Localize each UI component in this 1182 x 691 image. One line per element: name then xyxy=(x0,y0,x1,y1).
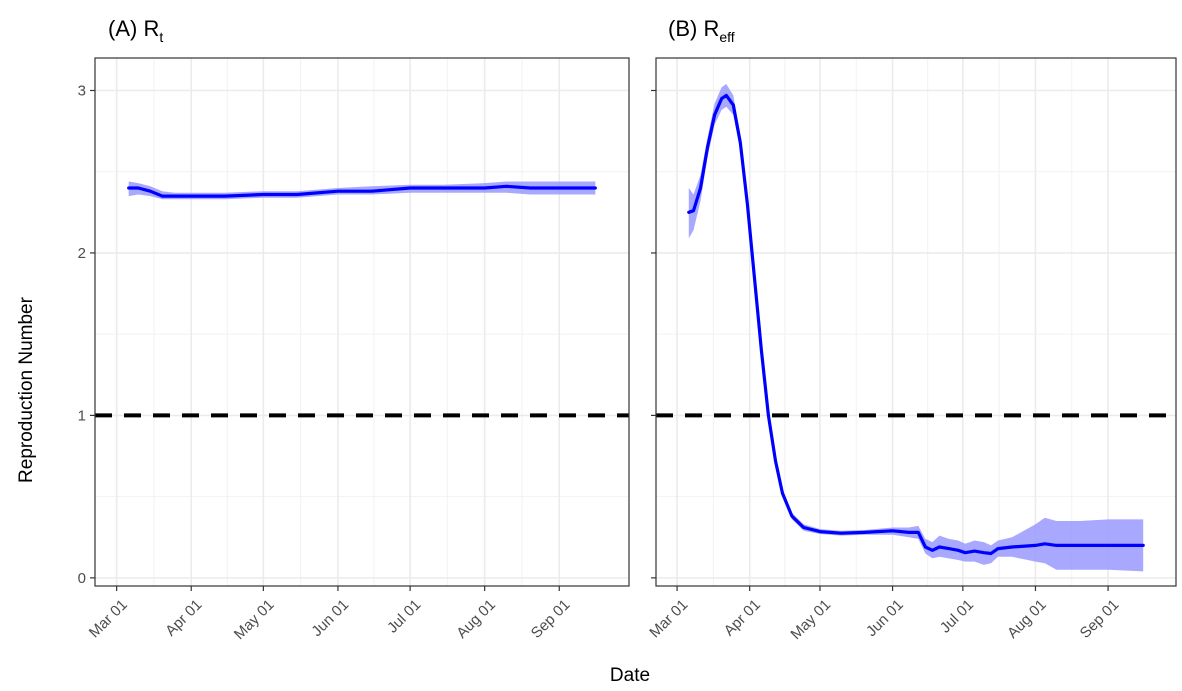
panel-a-title-main: (A) R xyxy=(108,16,159,41)
panel-a-title-subscript: t xyxy=(159,29,163,45)
x-tick-label: Sep 01 xyxy=(528,596,574,642)
panel-b-title-subscript: eff xyxy=(719,29,734,45)
y-axis-title: Reproduction Number xyxy=(16,296,37,483)
panel-border xyxy=(94,57,630,587)
x-tick-label: Apr 01 xyxy=(721,596,764,639)
x-tick-label: May 01 xyxy=(787,596,834,643)
panel-a: (A) Rt 0 1 2 3 Mar 01 Apr 01 May 01 Jun 01 Jul 0… xyxy=(78,16,630,643)
x-tick-label: Jun 01 xyxy=(308,596,352,640)
y-tick-label: 1 xyxy=(78,407,86,424)
panel-b-title: (B) Reff xyxy=(668,16,735,45)
x-axis-title: Date xyxy=(610,665,650,686)
panel-b-title-main: (B) R xyxy=(668,16,719,41)
panel-a-plot-area: 0 1 2 3 Mar 01 Apr 01 May 01 Jun 01 Jul 01 Aug 01… xyxy=(78,57,630,643)
x-tick-label: Aug 01 xyxy=(453,596,499,642)
panel-b-plot-area: Mar 01 Apr 01 May 01 Jun 01 Jul 01 Aug 01 Sep … xyxy=(646,57,1177,643)
x-tick-label: Mar 01 xyxy=(646,596,691,641)
x-tick-label: Jul 01 xyxy=(937,596,977,636)
series-line xyxy=(687,93,1145,556)
x-tick-label: Jun 01 xyxy=(863,596,907,640)
y-tick-label: 2 xyxy=(78,245,86,262)
x-tick-label: Jul 01 xyxy=(384,596,424,636)
panel-border xyxy=(655,57,1177,587)
x-tick-label: Mar 01 xyxy=(86,596,131,641)
confidence-ribbon xyxy=(688,84,1144,572)
y-tick-label: 0 xyxy=(78,570,86,587)
x-tick-label: May 01 xyxy=(231,596,278,643)
x-tick-label: Sep 01 xyxy=(1077,596,1123,642)
series-line xyxy=(127,184,597,198)
panel-a-title: (A) Rt xyxy=(108,16,163,45)
panel-b: (B) Reff Mar 01 Apr 01 May 01 Jun 01 Jul 01 A… xyxy=(646,16,1177,643)
x-tick-label: Apr 01 xyxy=(162,596,205,639)
x-tick-label: Aug 01 xyxy=(1004,596,1050,642)
y-tick-label: 3 xyxy=(78,82,86,99)
